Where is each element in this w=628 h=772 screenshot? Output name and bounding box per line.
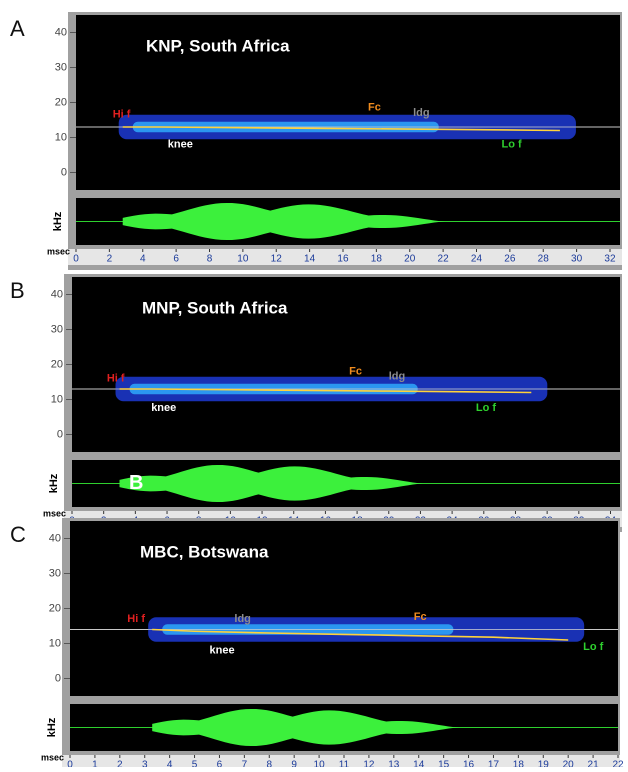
panel-title: MNP, South Africa [142,298,288,317]
x-tick-label: 10 [237,254,249,265]
panel-label: A [10,16,25,41]
x-tick-label: 30 [571,254,583,265]
x-tick-label: 17 [488,760,500,767]
x-tick-label: 8 [266,760,272,767]
x-tick-label: 18 [371,254,383,265]
x-tick-label: 8 [207,254,213,265]
call-contour [122,126,560,132]
annotation: Lo f [502,138,522,150]
x-tick-label: 6 [217,760,223,767]
y-tick-label: 20 [55,96,67,108]
y-label: kHz [46,717,58,737]
x-tick-label: 12 [363,760,375,767]
x-label: msec [47,246,70,256]
annotation: knee [209,644,234,656]
x-tick-label: 14 [304,254,316,265]
x-tick-label: 2 [117,760,123,767]
y-tick-label: 20 [49,602,61,614]
x-tick-label: 4 [167,760,173,767]
x-tick-label: 16 [463,760,475,767]
oscillogram-envelope [152,708,569,747]
x-tick-label: 22 [612,760,624,767]
x-tick-label: 10 [314,760,326,767]
panel: B MNP, South Africa 0 10 20 30 40 kHz Hi f knee Fc… [10,274,622,532]
oscillogram-envelope [119,464,532,503]
panel-label: C [10,522,26,547]
x-label: msec [41,752,64,762]
x-tick-label: 24 [471,254,483,265]
annotation: Hi f [127,613,145,625]
x-tick-label: 15 [438,760,450,767]
panel-title: MBC, Botswana [140,542,269,561]
annotation: Lo f [583,641,603,653]
x-tick-label: 22 [438,254,450,265]
oscillogram-envelope [122,202,560,241]
annotation: ldg [413,107,430,119]
annotation: Fc [414,611,427,623]
x-tick-label: 21 [588,760,600,767]
annotation: ldg [234,613,251,625]
y-label: kHz [48,473,60,493]
y-tick-label: 0 [55,672,61,684]
plot-area [72,277,620,452]
x-tick-label: 20 [563,760,575,767]
x-label: msec [43,508,66,518]
call-contour [119,388,532,394]
x-tick-label: 26 [504,254,516,265]
annotation: knee [168,138,193,150]
annotation: B [129,472,143,494]
y-tick-label: 30 [49,567,61,579]
x-tick-label: 9 [291,760,297,767]
x-tick-label: 6 [173,254,179,265]
x-tick-label: 19 [538,760,550,767]
x-tick-label: 5 [192,760,198,767]
x-tick-label: 12 [271,254,283,265]
x-tick-label: 4 [140,254,146,265]
call-contour [152,628,569,641]
annotation: knee [151,402,176,414]
x-tick-label: 3 [142,760,148,767]
annotation: Lo f [476,402,496,414]
x-tick-label: 20 [404,254,416,265]
x-tick-label: 2 [107,254,113,265]
annotation: Fc [349,365,362,377]
x-tick-label: 18 [513,760,525,767]
annotation: Fc [368,102,381,114]
y-tick-label: 10 [55,131,67,143]
y-tick-label: 10 [49,637,61,649]
y-tick-label: 0 [57,428,63,440]
y-tick-label: 20 [51,358,63,370]
x-tick-label: 0 [67,760,73,767]
x-tick-label: 32 [604,254,616,265]
x-tick-label: 28 [538,254,550,265]
y-tick-label: 40 [51,288,63,300]
plot-area [70,521,618,696]
x-tick-label: 14 [413,760,425,767]
y-tick-label: 10 [51,393,63,405]
y-tick-label: 30 [55,61,67,73]
x-tick-label: 0 [73,254,79,265]
x-tick-label: 11 [339,760,350,767]
panel-label: B [10,278,25,303]
panel-title: KNP, South Africa [146,36,290,55]
y-tick-label: 40 [55,26,67,38]
x-axis-bar [68,249,622,265]
y-tick-label: 40 [49,532,61,544]
x-tick-label: 1 [92,760,98,767]
y-tick-label: 30 [51,323,63,335]
annotation: ldg [389,371,406,383]
x-tick-label: 16 [337,254,349,265]
annotation: Hi f [107,372,125,384]
plot-area [76,15,620,190]
x-tick-label: 13 [388,760,400,767]
y-tick-label: 0 [61,166,67,178]
y-label: kHz [52,211,64,231]
x-tick-label: 7 [242,760,248,767]
annotation: Hi f [113,109,131,121]
